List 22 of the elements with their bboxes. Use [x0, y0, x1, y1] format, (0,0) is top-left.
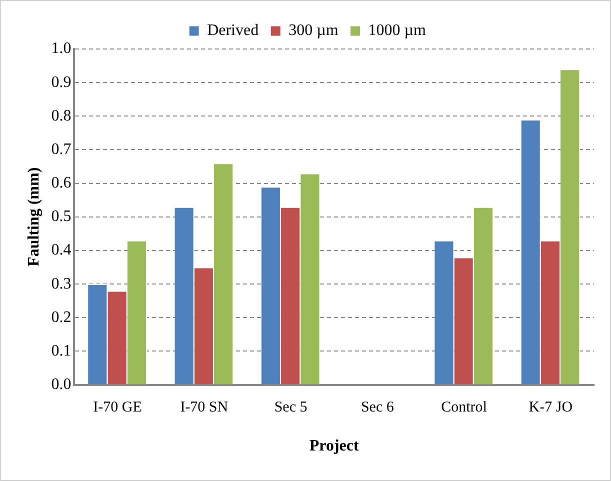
y-tick-label: 0.7: [51, 140, 72, 158]
legend-label: 1000 µm: [368, 22, 426, 40]
y-tick-label: 0.4: [51, 242, 72, 259]
x-axis-title: Project: [309, 438, 360, 455]
y-tick-label: 0.0: [51, 376, 72, 394]
y-tick-label: 0.6: [51, 174, 72, 192]
x-tick-label: Sec 6: [360, 400, 394, 416]
y-tick-label: 1.0: [51, 40, 72, 58]
y-tick-label: 0.1: [51, 342, 72, 360]
x-tick-label: Sec 5: [274, 400, 308, 416]
y-tick-label: 0.8: [51, 107, 72, 124]
legend-label: 300 µm: [288, 22, 339, 40]
x-tick-label: K-7 JO: [528, 400, 573, 416]
x-tick-label: Control: [441, 400, 487, 416]
y-axis-title: Faulting (mm): [26, 167, 43, 266]
y-tick-label: 0.5: [51, 208, 72, 226]
x-tick-label: I-70 SN: [180, 400, 228, 416]
legend-label: Derived: [207, 22, 259, 40]
y-tick-label: 0.3: [51, 275, 72, 292]
y-tick-label: 0.9: [51, 74, 72, 91]
x-tick-label: I-70 GE: [93, 400, 142, 416]
y-tick-label: 0.2: [51, 308, 72, 326]
